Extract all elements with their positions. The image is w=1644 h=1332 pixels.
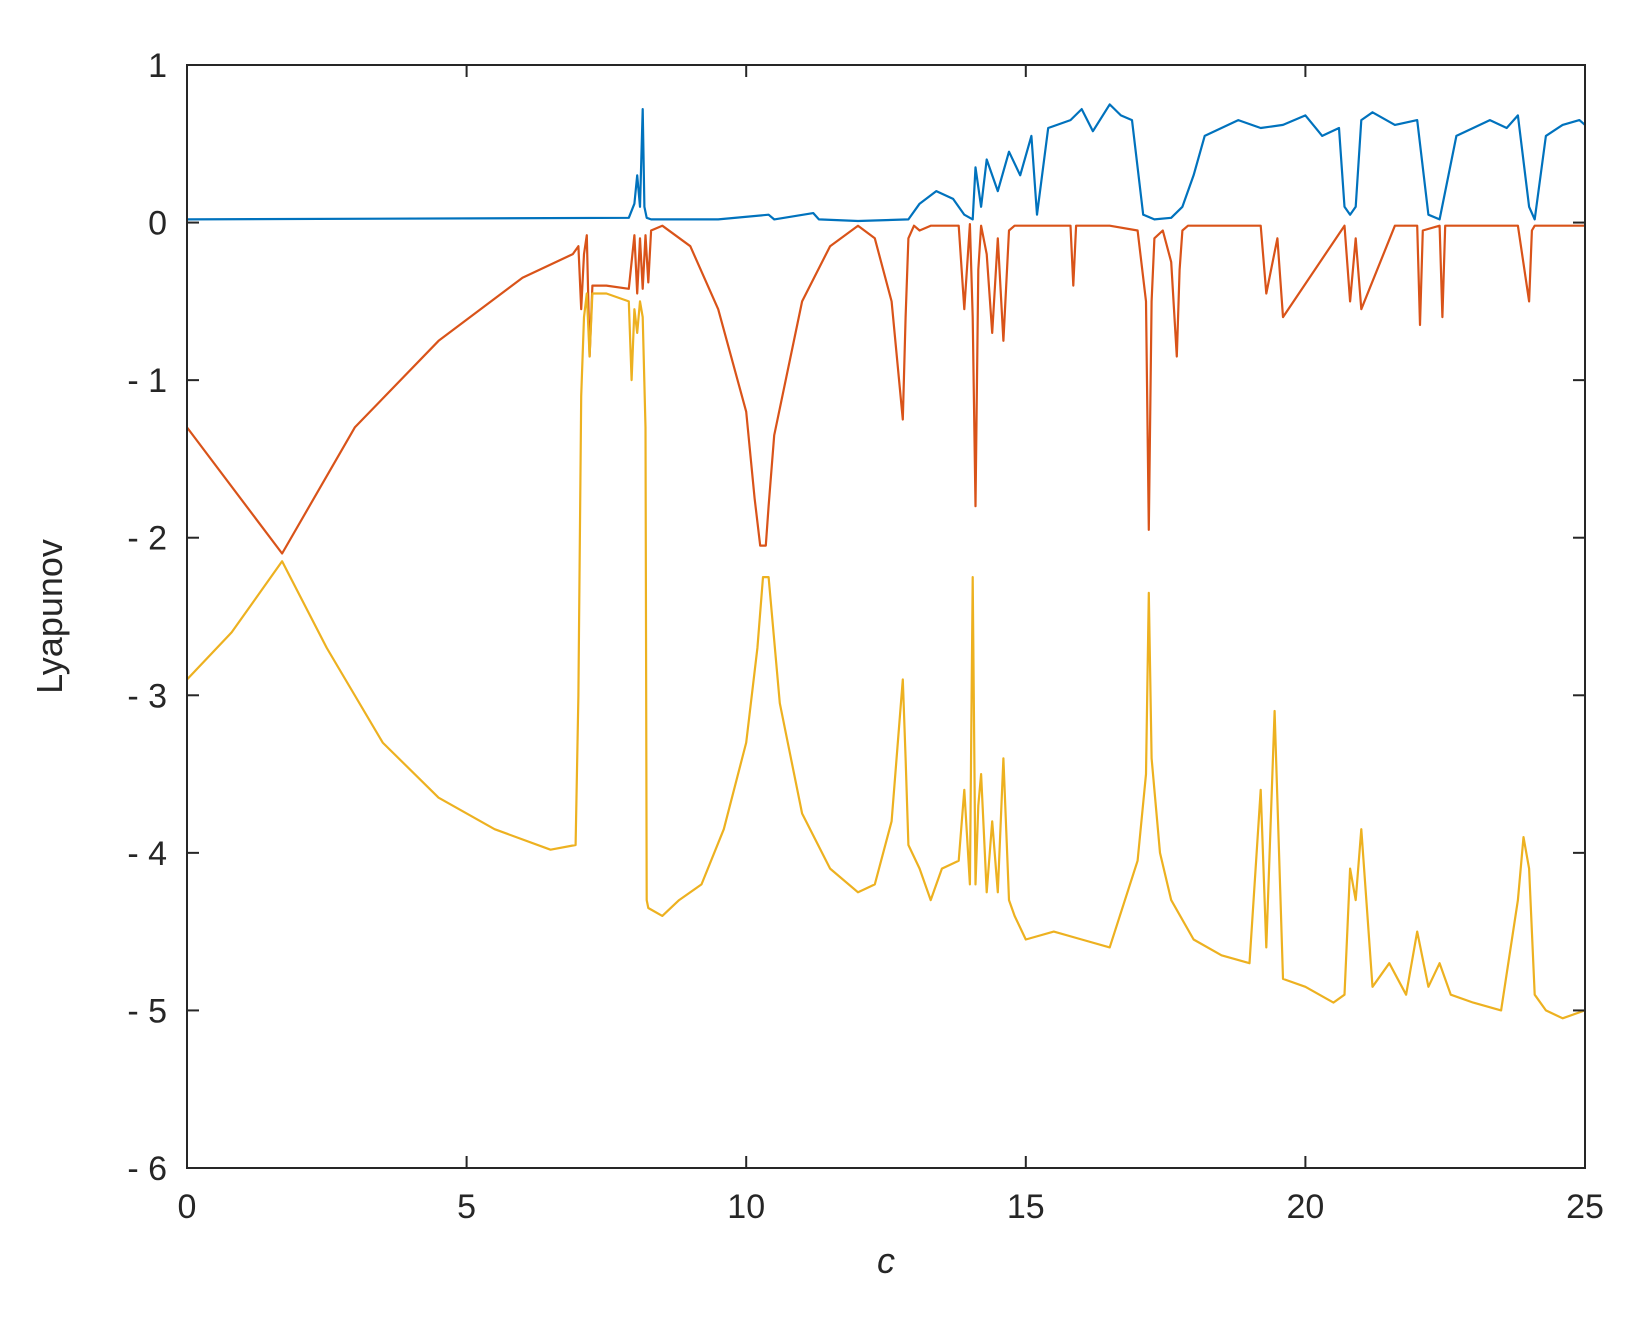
y-tick-label: - 1 [127, 362, 167, 400]
series-line-3 [186, 292, 1586, 1020]
x-tick-label: 25 [1566, 1188, 1604, 1226]
y-tick-label: - 4 [127, 835, 167, 873]
x-tick-label: 10 [727, 1188, 765, 1226]
plot-area-border [186, 64, 1586, 1169]
x-tick-label: 5 [457, 1188, 476, 1226]
y-tick-label: - 5 [127, 992, 167, 1030]
y-tick-label: - 2 [127, 520, 167, 558]
y-tick-label: 1 [148, 47, 167, 85]
x-tick-label: 20 [1286, 1188, 1324, 1226]
y-tick-label: - 6 [127, 1150, 167, 1188]
y-tick-label: - 3 [127, 677, 167, 715]
axes-frame [186, 64, 1586, 1169]
x-tick-label: 0 [178, 1188, 197, 1226]
x-tick-label: 15 [1007, 1188, 1045, 1226]
series-layer [186, 103, 1586, 1020]
series-line-1 [186, 103, 1586, 223]
y-tick-label: 0 [148, 205, 167, 243]
x-axis-label: c [877, 1240, 895, 1281]
y-axis-label: Lyapunov [29, 539, 70, 694]
series-line-2 [186, 223, 1585, 555]
